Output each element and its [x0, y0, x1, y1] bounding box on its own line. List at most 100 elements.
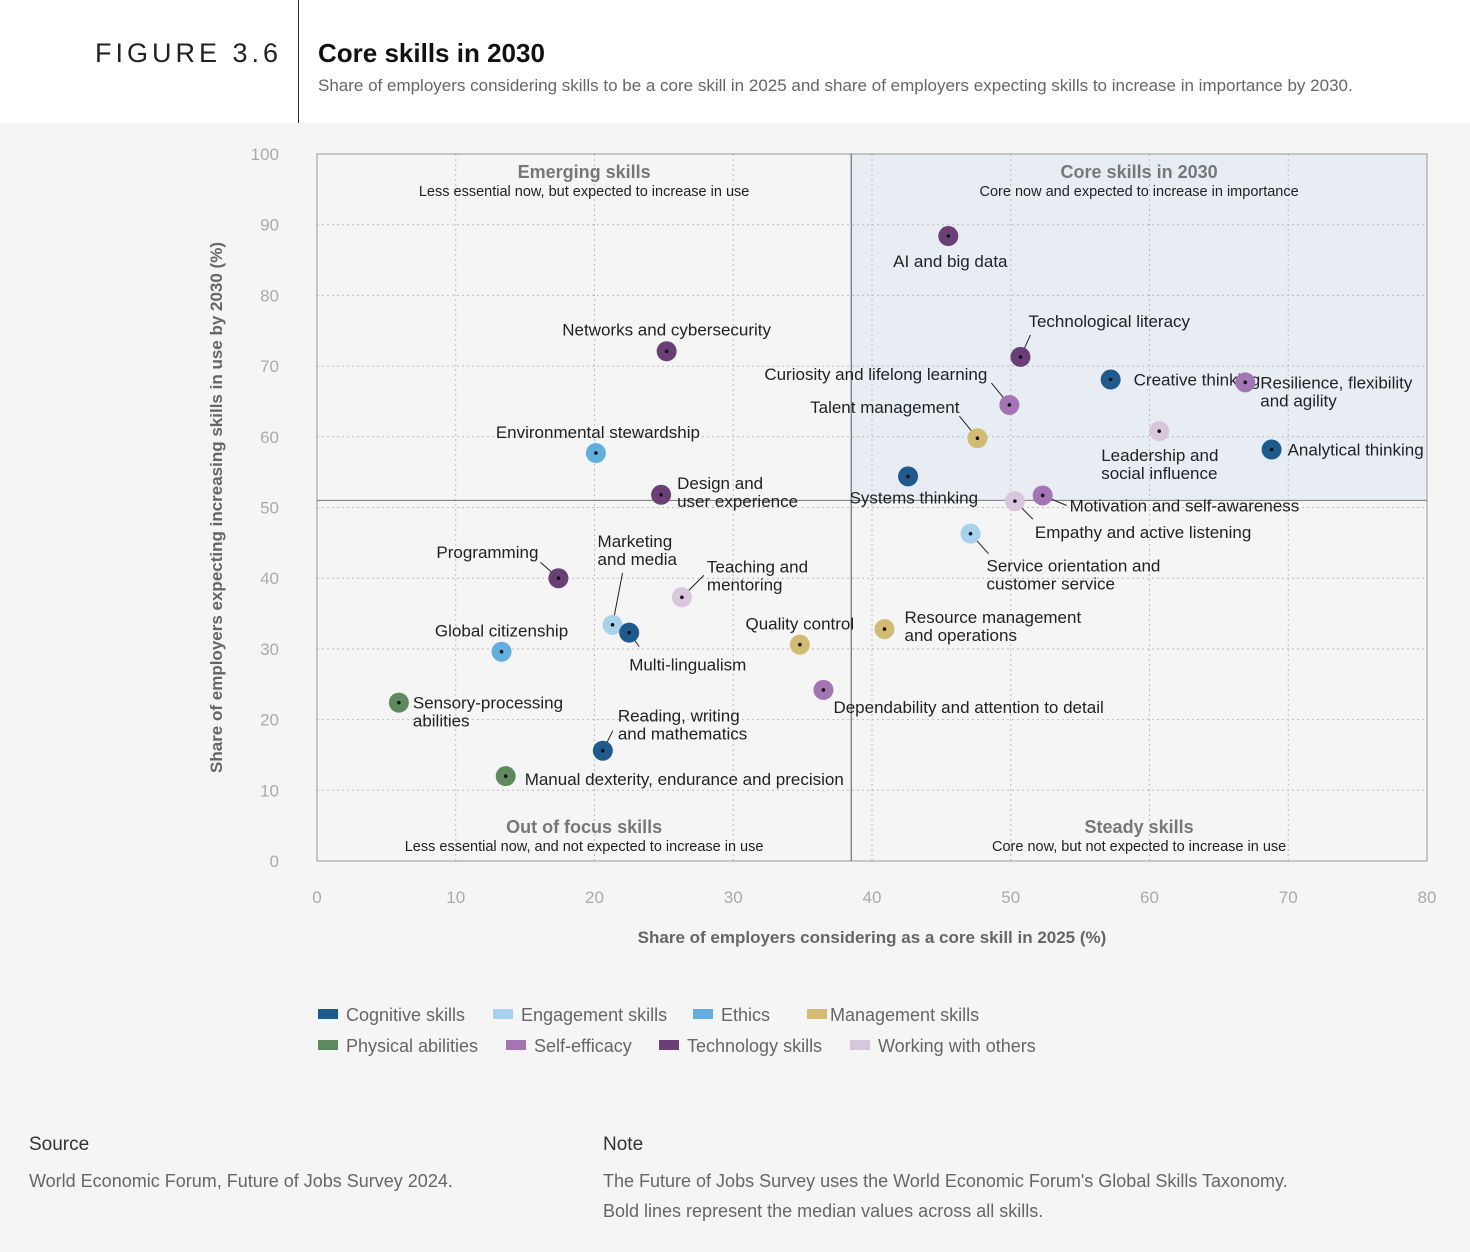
legend-item-cognitive: Cognitive skills	[318, 1005, 465, 1026]
data-point-center	[1007, 403, 1012, 407]
point-label: AI and big data	[893, 252, 1008, 271]
point-label: Dependability and attention to detail	[833, 698, 1103, 717]
quadrant-subtitle: Core now and expected to increase in imp…	[980, 184, 1299, 200]
point-label: Design and	[677, 474, 763, 493]
point-label: Talent management	[810, 398, 960, 417]
y-tick-label: 90	[260, 216, 279, 235]
legend-label: Management skills	[830, 1005, 980, 1025]
figure-header: FIGURE 3.6 Core skills in 2030 Share of …	[0, 0, 1470, 123]
quadrant-title: Emerging skills	[518, 162, 651, 182]
legend-label: Physical abilities	[346, 1036, 479, 1056]
point-label: Creative thinking	[1134, 371, 1261, 390]
legend-item-self-efficacy: Self-efficacy	[506, 1036, 632, 1057]
data-point-center	[499, 649, 504, 654]
data-point-center	[1040, 493, 1045, 498]
data-point-center	[946, 234, 951, 238]
x-tick-label: 70	[1279, 888, 1298, 907]
point-label: Leadership and	[1101, 446, 1218, 465]
data-point-center	[821, 688, 826, 692]
point-label: mentoring	[707, 575, 783, 594]
point-label: Teaching and	[707, 557, 808, 576]
data-point-center	[975, 436, 980, 441]
data-point-center	[1157, 429, 1162, 433]
legend-item-ethics: Ethics	[693, 1005, 770, 1026]
x-tick-label: 50	[1001, 888, 1020, 907]
y-tick-label: 0	[270, 852, 279, 871]
point-label: and operations	[904, 626, 1016, 645]
legend-swatch	[850, 1040, 870, 1051]
data-point-center	[503, 774, 508, 778]
y-tick-label: 10	[260, 781, 279, 800]
x-tick-label: 10	[446, 888, 465, 907]
legend-swatch	[807, 1009, 827, 1020]
data-point-center	[1269, 447, 1274, 452]
legend-swatch	[318, 1040, 338, 1051]
core-quadrant-shade	[851, 154, 1427, 501]
x-tick-label: 60	[1140, 888, 1159, 907]
data-point-center	[1013, 499, 1017, 503]
quadrant-subtitle: Less essential now, and not expected to …	[405, 839, 764, 855]
data-point-center	[601, 748, 605, 753]
y-tick-label: 20	[260, 711, 279, 730]
point-label: Analytical thinking	[1288, 441, 1424, 460]
note-line-1: The Future of Jobs Survey uses the World…	[603, 1171, 1288, 1191]
point-label: and agility	[1260, 391, 1337, 410]
point-label: customer service	[987, 575, 1115, 594]
plot-frame	[316, 153, 1428, 862]
point-label: Service orientation and	[987, 557, 1161, 576]
quadrant-title: Steady skills	[1085, 817, 1194, 837]
legend-label: Engagement skills	[521, 1005, 668, 1025]
legend-item-working-with-others: Working with others	[850, 1036, 1036, 1057]
point-label: Sensory-processing	[413, 694, 563, 713]
data-point-center	[798, 642, 802, 647]
point-label: and mathematics	[618, 725, 747, 744]
data-point-center	[659, 492, 663, 497]
point-label: Curiosity and lifelong learning	[764, 365, 987, 384]
legend-label: Self-efficacy	[534, 1036, 632, 1056]
quadrant-subtitle: Less essential now, but expected to incr…	[419, 184, 749, 200]
legend-label: Working with others	[878, 1036, 1036, 1056]
point-label: Empathy and active listening	[1035, 523, 1251, 542]
y-axis-label: Share of employers expecting increasing …	[207, 242, 226, 773]
y-tick-label: 80	[260, 286, 279, 305]
data-point-center	[1018, 355, 1023, 359]
point-label: abilities	[413, 712, 470, 731]
header-divider	[298, 0, 299, 123]
y-tick-label: 30	[260, 640, 279, 659]
legend-swatch	[493, 1009, 513, 1020]
y-tick-label: 40	[260, 569, 279, 588]
x-tick-label: 30	[724, 888, 743, 907]
data-point-center	[594, 451, 598, 455]
legend-item-management: Management skills	[807, 1005, 979, 1026]
source-text: World Economic Forum, Future of Jobs Sur…	[29, 1171, 453, 1191]
legend-swatch	[659, 1040, 679, 1051]
legend-swatch	[693, 1009, 713, 1020]
y-tick-label: 100	[251, 145, 279, 164]
x-tick-label: 80	[1418, 888, 1437, 907]
legend-swatch	[506, 1040, 526, 1051]
y-tick-label: 50	[260, 499, 279, 518]
legend-label: Technology skills	[687, 1036, 823, 1056]
scatter-chart: 0 10 20 30 40 50 60 70 80 90 100 0 10 20 30 40 50 60 70 80 S…	[207, 145, 1437, 947]
data-point-center	[906, 474, 910, 479]
point-label: Resource management	[904, 608, 1081, 627]
note-line-2: Bold lines represent the median values a…	[603, 1201, 1044, 1221]
data-point-center	[397, 700, 401, 705]
data-point-center	[680, 595, 684, 600]
legend-label: Ethics	[721, 1005, 771, 1025]
point-label: Global citizenship	[435, 622, 568, 641]
x-tick-label: 40	[863, 888, 882, 907]
figure-label: FIGURE 3.6	[95, 38, 283, 68]
point-label: and media	[598, 550, 678, 569]
source-heading: Source	[29, 1134, 90, 1155]
legend-label: Cognitive skills	[346, 1005, 466, 1025]
x-axis-label: Share of employers considering as a core…	[638, 928, 1107, 947]
x-tick-label: 0	[312, 888, 321, 907]
legend-item-physical: Physical abilities	[318, 1036, 478, 1057]
point-label: Motivation and self-awareness	[1070, 496, 1300, 515]
point-label: Programming	[436, 543, 538, 562]
figure-subtitle: Share of employers considering skills to…	[318, 76, 1353, 95]
y-tick-label: 60	[260, 428, 279, 447]
figure-title: Core skills in 2030	[318, 38, 545, 68]
data-point-center	[968, 531, 973, 536]
